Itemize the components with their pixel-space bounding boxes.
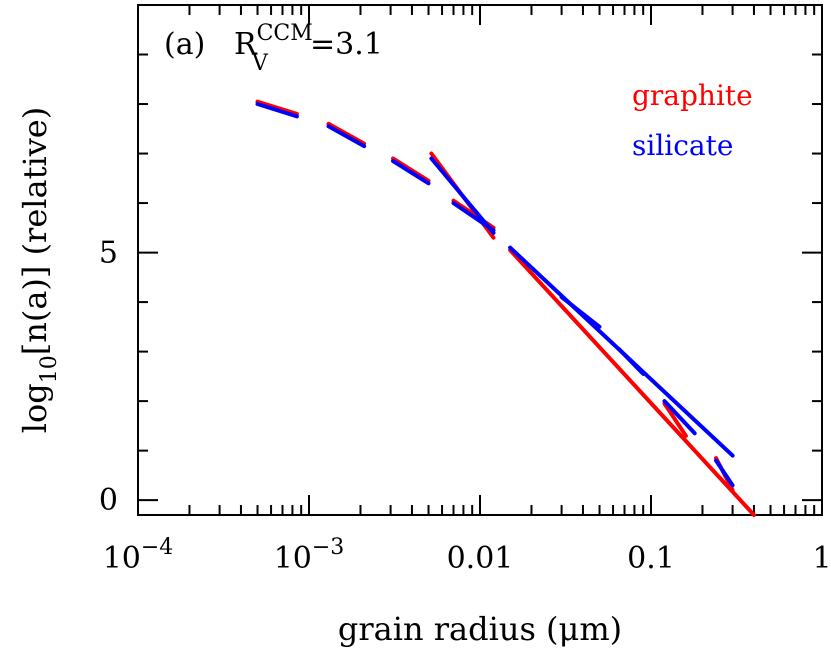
x-tick-label: 0.1 xyxy=(627,541,675,576)
silicate-segment xyxy=(714,458,735,488)
y-tick-label: 0 xyxy=(99,483,118,518)
y-axis-title-rest: [n(a)] (relative) xyxy=(16,107,54,355)
graphite-segment xyxy=(662,401,688,438)
silicate-segment xyxy=(617,347,646,376)
panel-label: (a) xyxy=(164,27,205,62)
silicate-segment xyxy=(451,201,496,233)
y-axis-title-sub: 10 xyxy=(37,355,62,383)
annotation: RCCM V =3.1 xyxy=(234,21,383,76)
y-axis-title: log10[n(a)] (relative) xyxy=(16,107,62,433)
silicate-segment xyxy=(255,102,299,119)
x-tick-label: 1 xyxy=(812,541,831,576)
graphite-segment xyxy=(391,156,431,183)
y-tick-label: 5 xyxy=(99,236,118,271)
x-tick-label: 10−4 xyxy=(103,535,174,576)
silicate-segment xyxy=(326,124,367,149)
series-graphite xyxy=(255,99,756,517)
annotation-value: =3.1 xyxy=(310,27,383,62)
silicate-segment xyxy=(559,295,602,329)
x-tick-label: 10−3 xyxy=(274,535,345,576)
legend-graphite: graphite xyxy=(632,79,753,112)
y-axis-title-main: log xyxy=(16,383,54,433)
tick-labels: 10−4 10−3 0.01 0.1 1 0 5 xyxy=(99,236,831,576)
annotation-sub: V xyxy=(251,51,269,76)
silicate-segment xyxy=(662,399,697,436)
silicate-segment xyxy=(429,156,496,235)
axis-ticks xyxy=(137,4,822,515)
annotation-var: R xyxy=(234,27,258,62)
series-silicate xyxy=(255,102,735,488)
x-tick-label: 0.01 xyxy=(447,541,514,576)
annotation-sup: CCM xyxy=(257,21,313,46)
silicate-segment xyxy=(391,159,431,186)
x-axis-title: grain radius (μm) xyxy=(338,610,622,648)
series-layer xyxy=(255,99,756,517)
graphite-segment xyxy=(508,248,756,517)
legend-silicate: silicate xyxy=(632,129,733,162)
graphite-segment xyxy=(255,99,299,116)
graphite-segment xyxy=(326,121,367,146)
